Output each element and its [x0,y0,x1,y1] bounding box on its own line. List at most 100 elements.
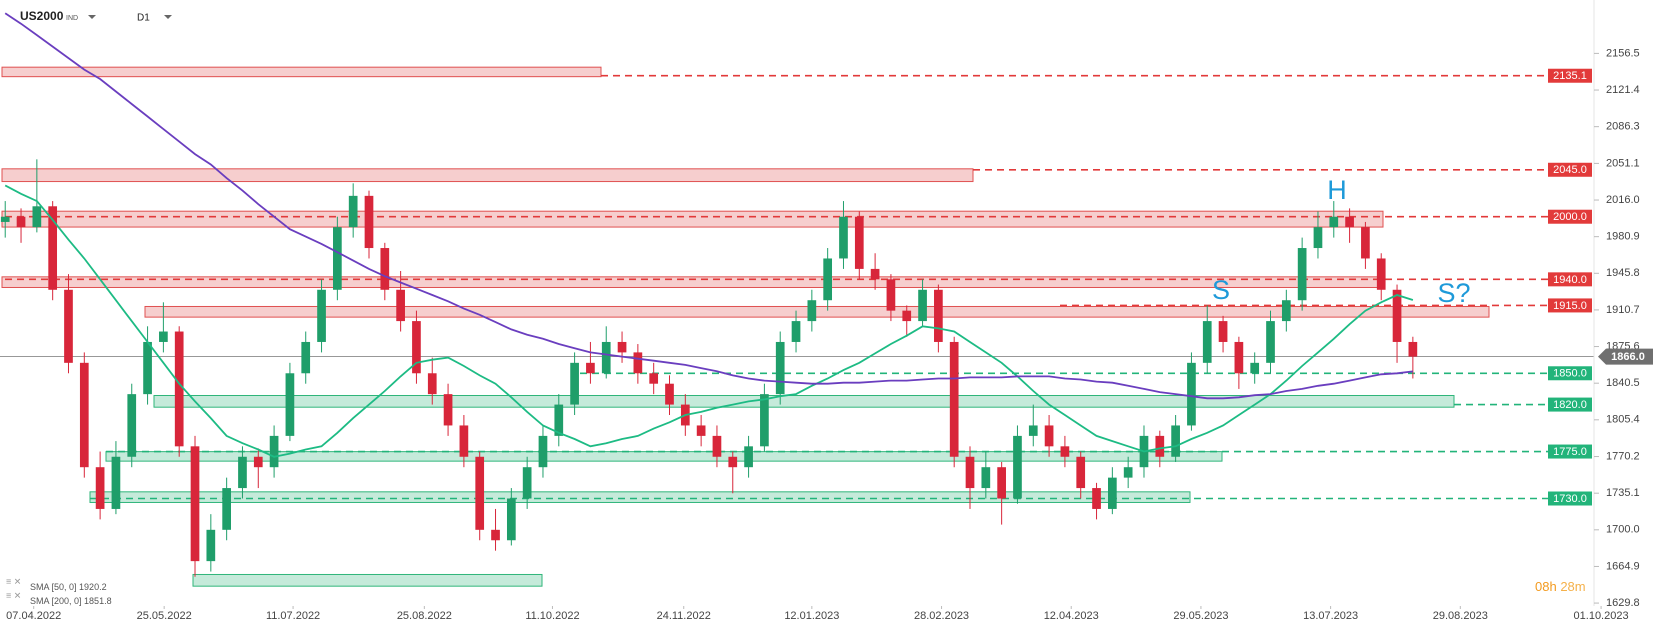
level-label: 1730.0 [1553,493,1587,505]
candle-body [1060,446,1070,457]
timeframe[interactable]: D1 [137,13,150,24]
candle-body [32,206,42,228]
level-label: 1775.0 [1553,446,1587,458]
sma-line [4,12,1414,400]
candle-body [1013,435,1022,499]
candle-body [649,373,659,384]
y-tick-label: 1770.2 [1606,450,1640,462]
candle-body [1123,467,1133,478]
candle-body [633,352,643,374]
candle-body [965,456,975,489]
candle-body [934,289,943,342]
candle-body [159,331,168,342]
legend-name: SMA [200, 0] [30,596,82,606]
symbol[interactable]: US2000 [20,9,64,23]
y-tick-label: 1735.1 [1606,487,1640,499]
exchange: IND [66,15,78,22]
x-tick-label: 25.05.2022 [137,610,192,622]
candle-body [712,435,722,457]
x-tick-label: 13.07.2023 [1303,610,1358,622]
countdown-hours: 08h [1535,579,1557,594]
candle-body [1202,321,1212,363]
candle-body [491,529,500,541]
candle-body [48,206,58,290]
candle-body [317,289,326,342]
level-label: 1820.0 [1553,399,1587,411]
candle-body [1361,227,1370,259]
candle-body [269,435,279,468]
candle-body [601,341,611,374]
level-label-box [1548,366,1592,381]
legend-entry: SMA [200, 0] 1851.8 [30,596,112,606]
candle-body [617,341,627,353]
candle-body [348,195,358,228]
candle-body [1392,289,1402,342]
zone [192,573,543,587]
candle-body [64,289,73,363]
candle-body [1266,321,1275,363]
symbol-dropdown[interactable] [88,15,96,19]
y-tick-label: 1629.8 [1606,597,1640,609]
candle-body [1171,425,1180,457]
x-tick-label: 28.02.2023 [914,610,969,622]
candle-body [238,456,247,489]
candle-body [380,248,390,290]
candle-body [744,446,753,468]
countdown: 08h 28m [1535,579,1586,594]
candle-body [570,362,579,405]
candle-body [981,467,991,489]
candle-body [1408,341,1418,357]
candle-body [1281,300,1291,322]
candle-body [1313,227,1323,249]
x-tick-label: 29.08.2023 [1433,610,1488,622]
y-tick-label: 1980.9 [1606,231,1640,243]
candle-body [459,425,469,457]
candle-body [111,456,121,509]
candle-body [823,258,833,301]
candle-body [0,216,10,222]
level-label-box [1548,162,1592,177]
y-tick-label: 2051.1 [1606,157,1640,169]
legend-icon[interactable]: ≡ ✕ [6,590,21,600]
candle-body [1108,477,1117,509]
candle-body [1076,456,1086,489]
candle-body [918,289,927,322]
candle-body [396,289,405,322]
candle-body [665,383,674,405]
level-label-box [1548,209,1592,224]
x-tick-label: 25.08.2022 [397,610,452,622]
legend: ≡ ✕ SMA [50, 0] 1920.2 ≡ ✕ SMA [200, 0] … [6,576,112,606]
candle-body [807,300,817,322]
candle-body [127,394,137,457]
candle-body [1234,341,1244,374]
x-tick-label: 07.04.2022 [6,610,61,622]
legend-icon[interactable]: ≡ ✕ [6,576,21,586]
candle-body [586,362,595,374]
y-tick-label: 1910.7 [1606,304,1640,316]
candle-body [886,279,896,311]
candle-body [206,529,216,562]
candle-body [253,456,263,468]
y-tick-label: 2121.4 [1606,84,1640,96]
level-label-box [1548,397,1592,412]
zone [153,394,1455,408]
timeframe-dropdown[interactable] [164,15,172,19]
candle-body [696,425,706,436]
level-label-box [1548,444,1592,459]
zone [89,491,1191,503]
current-price-label: 1866.0 [1611,351,1645,363]
zone [1,66,602,78]
candle-body [301,341,311,374]
candle-body [522,467,532,499]
candle-body [506,498,516,541]
level-label: 2000.0 [1553,211,1587,223]
candle-body [1250,362,1260,374]
zone [1,210,1384,228]
level-label-box [1548,298,1592,313]
candle-body [1297,248,1307,301]
candle-body [1218,321,1228,342]
x-tick-label: 29.05.2023 [1173,610,1228,622]
current-price-box [1598,348,1653,365]
